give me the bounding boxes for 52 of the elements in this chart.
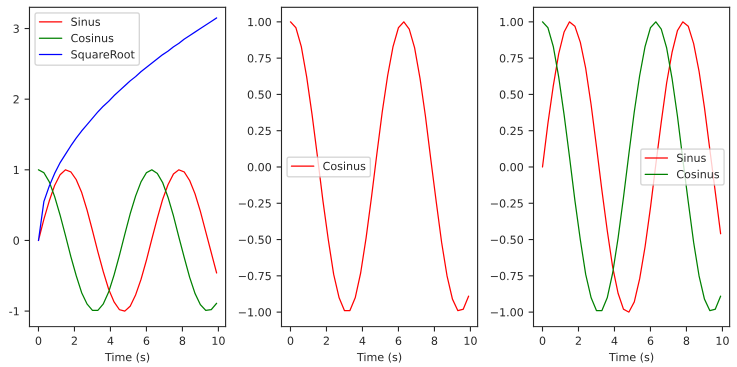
y-tick-label: 0.50 [500,90,524,99]
y-tick-label: 0.25 [248,126,271,136]
x-tick-label: 2 [576,336,581,345]
x-tick-label: 6 [648,336,654,345]
x-tick-label: 4 [107,336,114,345]
y-tick-label: 2 [14,95,19,104]
y-tick-label: -1 [9,307,19,316]
y-tick-label: 0.00 [500,162,524,172]
y-tick-label: 0.75 [248,54,271,63]
legend-label: Cosinus [323,162,366,170]
x-tick-label: 10 [212,336,225,345]
y-tick-label: 1.00 [248,18,272,26]
legend-label: SquareRoot [71,50,135,61]
x-tick-label: 8 [180,336,186,345]
x-axis-title: Time (s) [104,352,150,363]
y-tick-label: 0.00 [248,162,272,172]
y-tick-label: −0.25 [490,199,523,208]
y-tick-label: −0.75 [238,272,271,280]
x-axis-title: Time (s) [608,352,654,363]
legend-label: Cosinus [676,170,720,178]
legend-label: Sinus [677,153,706,162]
x-tick-label: 0 [36,336,42,345]
x-tick-label: 2 [324,336,329,345]
x-tick-label: 10 [716,336,729,345]
legend-label: Sinus [71,17,100,26]
y-tick-label: −0.75 [490,272,523,280]
x-tick-label: 10 [464,336,477,345]
y-tick-label: 1.00 [500,18,524,26]
x-tick-label: 4 [611,336,618,345]
line-series [38,17,218,242]
x-tick-label: 6 [396,336,402,345]
y-tick-label: 1 [14,166,19,174]
x-tick-label: 6 [144,336,150,345]
legend-label: Cosinus [71,34,114,42]
y-tick-label: −1.00 [238,308,272,316]
y-tick-label: 0.50 [248,90,272,99]
x-axis-title: Time (s) [356,352,402,363]
x-tick-label: 8 [684,336,690,345]
x-tick-label: 0 [540,336,546,345]
y-tick-label: 0.75 [500,54,523,63]
y-tick-label: −0.50 [238,236,272,244]
y-tick-label: 0.25 [500,126,523,136]
y-tick-label: 0 [13,236,20,245]
y-tick-label: −1.00 [490,308,524,316]
x-tick-label: 2 [72,336,77,345]
y-tick-label: 3 [14,24,19,33]
y-tick-label: −0.50 [490,236,524,244]
x-tick-label: 4 [359,336,366,345]
line-series [290,21,470,312]
x-tick-label: 0 [288,336,294,345]
y-tick-label: −0.25 [238,199,271,208]
x-tick-label: 8 [432,336,438,345]
